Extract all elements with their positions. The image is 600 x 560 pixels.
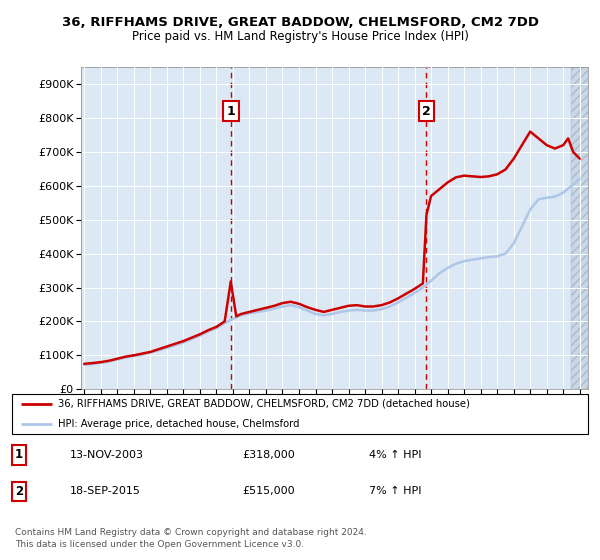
Text: 2: 2 [422, 105, 431, 118]
Text: 4% ↑ HPI: 4% ↑ HPI [369, 450, 422, 460]
FancyBboxPatch shape [12, 394, 588, 434]
Text: 13-NOV-2003: 13-NOV-2003 [70, 450, 143, 460]
Text: 1: 1 [15, 449, 23, 461]
Text: Contains HM Land Registry data © Crown copyright and database right 2024.
This d: Contains HM Land Registry data © Crown c… [15, 528, 367, 549]
Bar [571, 67, 588, 389]
Text: 2: 2 [15, 485, 23, 498]
Text: £515,000: £515,000 [242, 487, 295, 496]
Text: Price paid vs. HM Land Registry's House Price Index (HPI): Price paid vs. HM Land Registry's House … [131, 30, 469, 43]
Text: £318,000: £318,000 [242, 450, 295, 460]
Text: 36, RIFFHAMS DRIVE, GREAT BADDOW, CHELMSFORD, CM2 7DD: 36, RIFFHAMS DRIVE, GREAT BADDOW, CHELMS… [62, 16, 539, 29]
Text: 18-SEP-2015: 18-SEP-2015 [70, 487, 140, 496]
Text: 36, RIFFHAMS DRIVE, GREAT BADDOW, CHELMSFORD, CM2 7DD (detached house): 36, RIFFHAMS DRIVE, GREAT BADDOW, CHELMS… [58, 399, 470, 409]
Text: 7% ↑ HPI: 7% ↑ HPI [369, 487, 422, 496]
Text: HPI: Average price, detached house, Chelmsford: HPI: Average price, detached house, Chel… [58, 419, 299, 429]
Text: 1: 1 [226, 105, 235, 118]
